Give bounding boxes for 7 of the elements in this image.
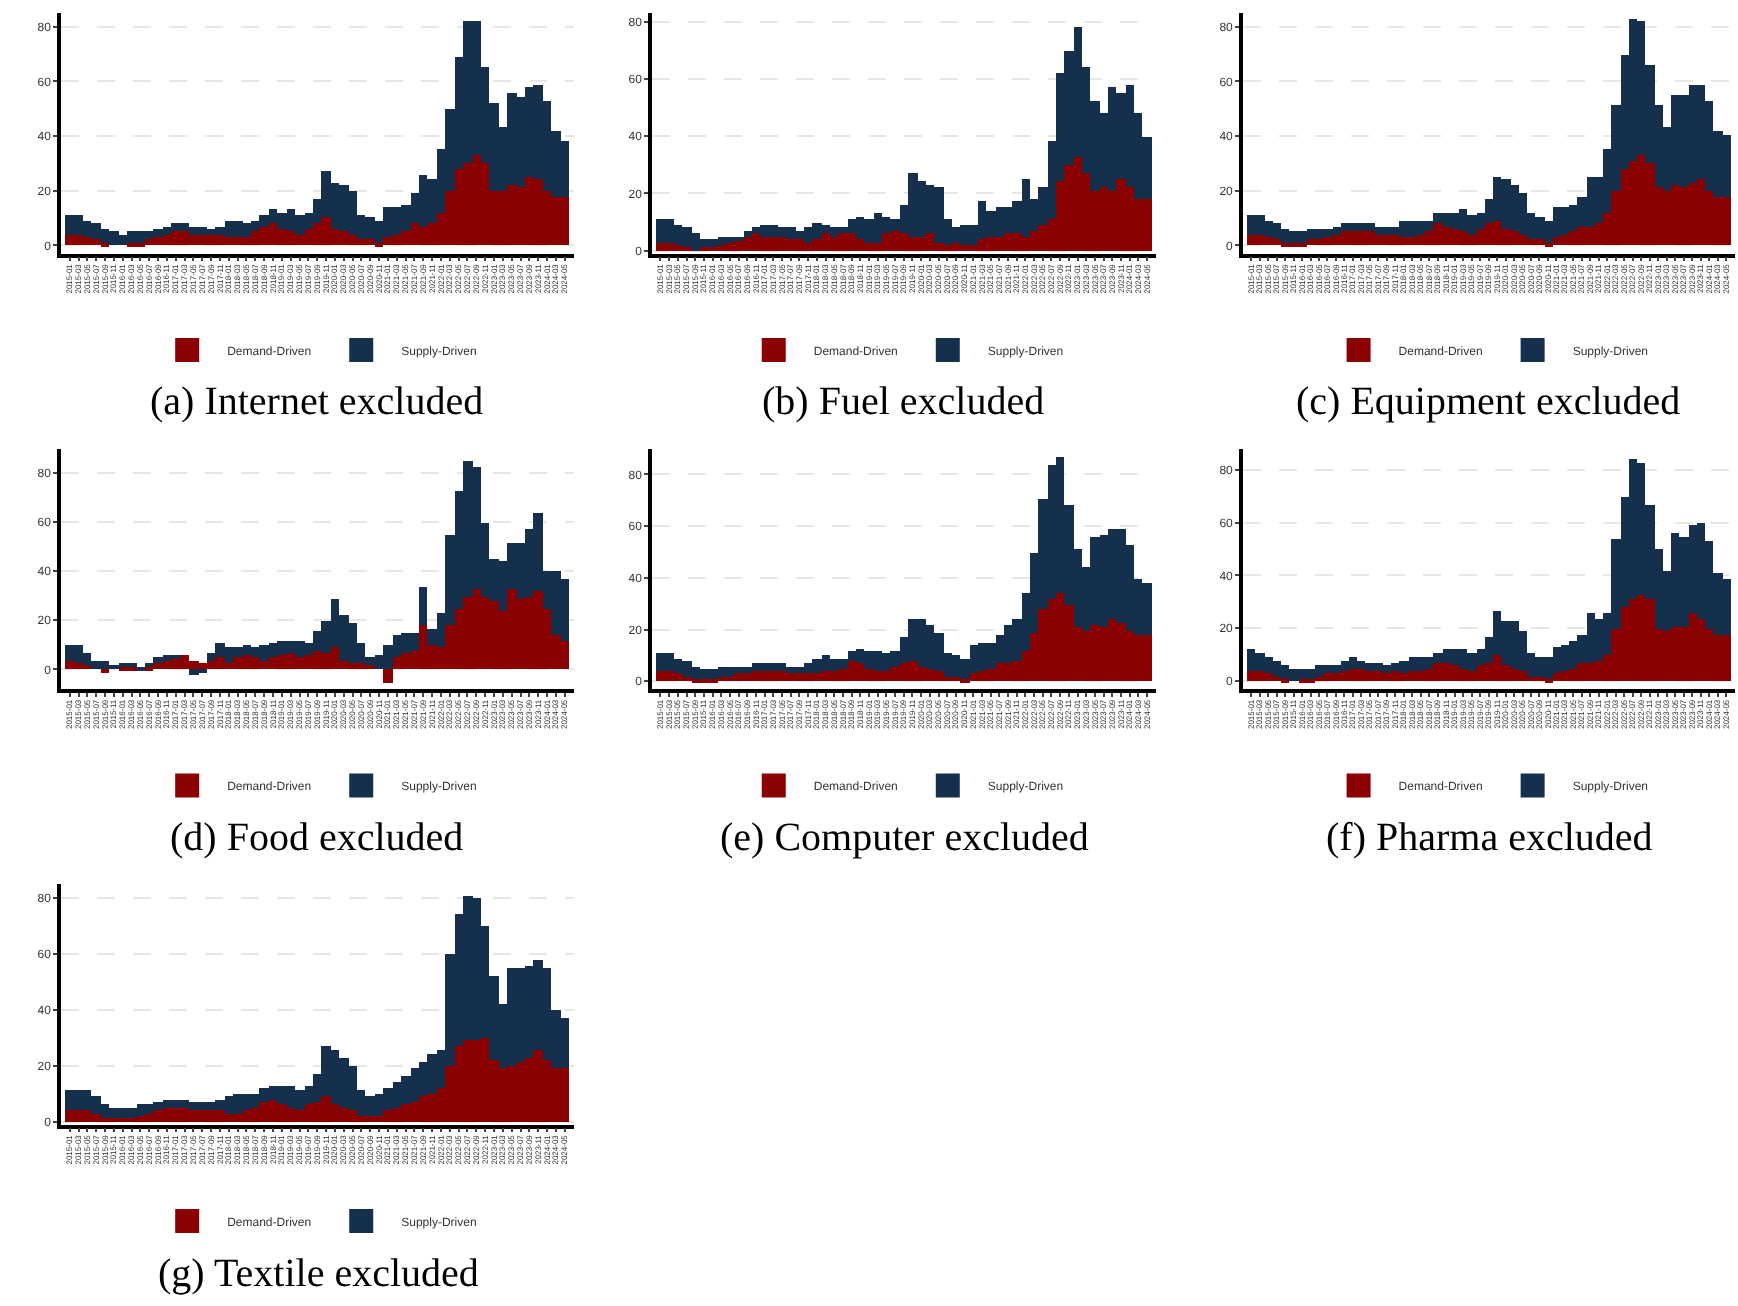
text: (c) Equipment excluded <box>1296 380 1681 424</box>
text: (a) Internet excluded <box>150 380 484 424</box>
text: (d) Food excluded <box>170 816 464 860</box>
text: (e) Computer excluded <box>720 816 1089 860</box>
text: (f) Pharma excluded <box>1326 816 1653 860</box>
text: (g) Textile excluded <box>158 1252 479 1296</box>
text: (b) Fuel excluded <box>762 380 1045 424</box>
